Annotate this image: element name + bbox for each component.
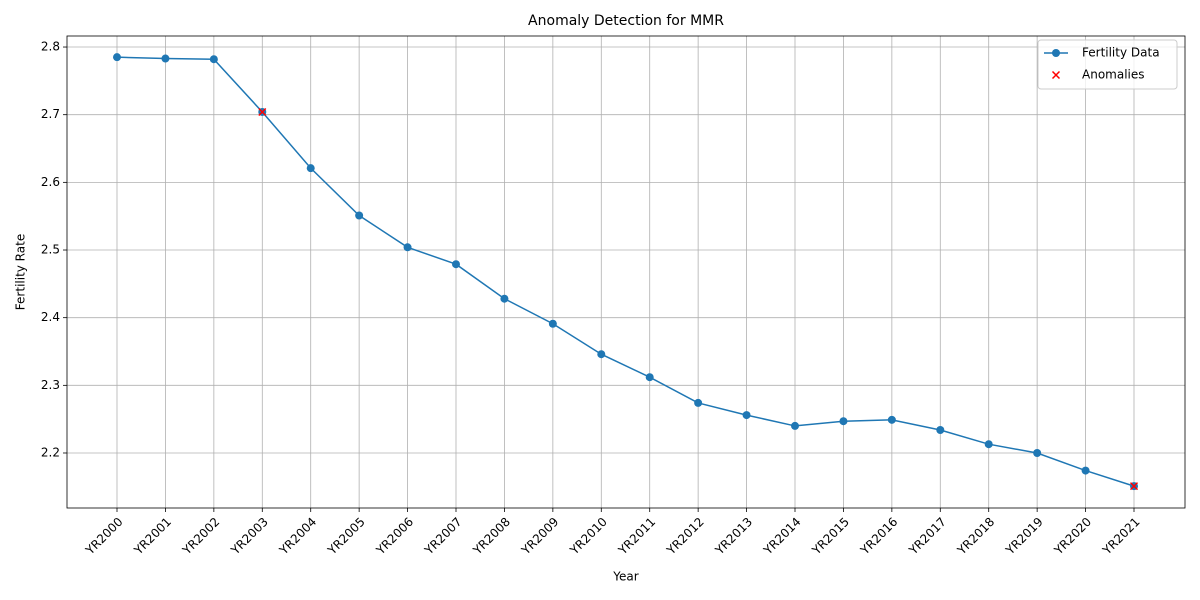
anomaly-marker — [1129, 482, 1139, 491]
data-point — [597, 350, 606, 359]
x-axis-label: Year — [612, 570, 638, 584]
y-tick-label: 2.8 — [41, 40, 60, 54]
data-point — [500, 294, 509, 303]
anomaly-marker — [258, 107, 267, 117]
anomaly-marker — [1051, 70, 1061, 80]
anomaly-cross — [1051, 70, 1061, 80]
data-point — [306, 164, 315, 173]
anomaly-cross — [258, 107, 267, 117]
legend-label: Anomalies — [1082, 68, 1145, 82]
anomaly-cross — [1129, 482, 1139, 491]
data-point — [984, 440, 993, 449]
data-point — [1081, 466, 1090, 475]
data-point — [742, 411, 751, 420]
y-tick-label: 2.7 — [41, 107, 60, 121]
y-tick-label: 2.2 — [41, 445, 60, 459]
data-point — [403, 243, 412, 252]
data-point — [791, 421, 799, 430]
data-point — [355, 211, 364, 220]
data-point — [839, 417, 848, 426]
plot-frame — [66, 35, 1186, 509]
data-point — [1033, 448, 1042, 457]
legend-label: Fertility Data — [1082, 46, 1160, 60]
y-tick-label: 2.5 — [41, 243, 60, 257]
data-point — [113, 53, 121, 62]
data-line — [116, 56, 1135, 487]
data-point — [452, 260, 460, 269]
data-point — [936, 425, 945, 434]
chart-title: Anomaly Detection for MMR — [528, 13, 724, 29]
y-tick-label: 2.6 — [41, 175, 60, 189]
legend-marker — [1052, 49, 1060, 57]
data-point — [548, 319, 557, 328]
legend-box — [1037, 39, 1178, 90]
data-point — [645, 373, 654, 382]
y-axis-label: Fertility Rate — [14, 234, 28, 310]
y-tick-label: 2.3 — [41, 378, 60, 392]
y-tick-label: 2.4 — [41, 310, 60, 324]
data-point — [209, 55, 218, 64]
data-point — [161, 54, 170, 63]
data-point — [887, 415, 896, 424]
data-point — [694, 398, 703, 407]
